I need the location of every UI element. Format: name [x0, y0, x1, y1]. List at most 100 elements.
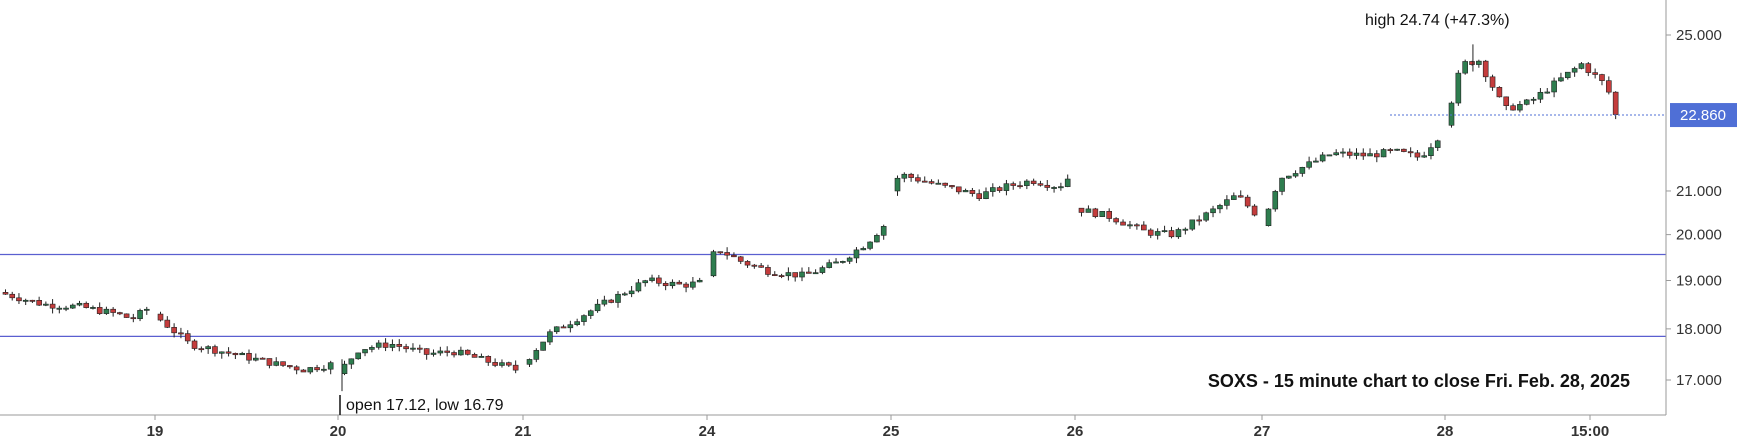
candle-body — [1571, 68, 1578, 73]
candle — [253, 353, 259, 362]
candle — [690, 277, 696, 290]
candle-body — [928, 181, 935, 184]
candle — [1147, 228, 1154, 239]
candle — [1299, 166, 1306, 177]
candle-body — [1353, 152, 1360, 156]
candle-body — [1401, 148, 1407, 152]
y-tick-label: 25.000 — [1676, 27, 1722, 44]
candle — [1476, 59, 1482, 68]
candle-body — [369, 347, 375, 350]
candle-body — [1346, 151, 1353, 156]
candle-body — [1224, 199, 1230, 206]
last-price-tag-text: 22.860 — [1680, 107, 1726, 124]
candle — [1551, 77, 1557, 98]
candle — [1537, 88, 1544, 103]
candle — [724, 247, 730, 260]
candle-body — [1064, 178, 1071, 187]
last-price-tag: 22.860 — [1670, 103, 1737, 128]
candle — [430, 349, 437, 357]
candle — [1210, 205, 1216, 218]
candle — [2, 289, 9, 295]
candle — [1231, 192, 1237, 200]
candle — [49, 299, 56, 314]
candle — [1175, 227, 1182, 239]
candle — [935, 179, 942, 185]
candle-body — [246, 352, 252, 361]
candle-body — [1374, 153, 1380, 158]
candle — [983, 187, 989, 200]
candle-body — [110, 308, 116, 313]
candle-body — [867, 241, 873, 249]
candle — [1078, 207, 1085, 217]
y-tick-label: 20.000 — [1676, 227, 1722, 244]
candle-body — [1606, 80, 1612, 93]
x-tick-label: 15:00 — [1571, 423, 1609, 440]
candle-body — [526, 359, 533, 365]
candle-body — [191, 340, 198, 349]
candle-body — [724, 252, 730, 256]
candle — [1326, 154, 1333, 157]
candle-body — [1092, 208, 1099, 217]
candle-body — [628, 290, 635, 295]
x-tick-label: 24 — [699, 423, 716, 440]
candle-body — [471, 354, 478, 358]
candle-body — [348, 358, 355, 365]
candle — [921, 176, 928, 183]
candle-body — [1496, 87, 1503, 98]
candle-body — [444, 350, 450, 353]
candle — [628, 286, 635, 298]
candle — [287, 365, 293, 369]
y-axis-ticks: 17.000 18.000 19.000 20.000 21.000 25.000 — [1666, 27, 1722, 389]
candle-body — [430, 352, 437, 355]
candle — [1306, 156, 1312, 170]
candle — [110, 307, 116, 317]
candle — [1217, 203, 1223, 214]
candle — [293, 365, 300, 375]
chart-title: SOXS - 15 minute chart to close Fri. Feb… — [1208, 371, 1630, 391]
candle-body — [1120, 221, 1126, 226]
candle-body — [1564, 71, 1571, 79]
candle-body — [969, 190, 976, 194]
candle — [1571, 66, 1578, 77]
candle — [22, 298, 29, 306]
candle-body — [615, 293, 621, 303]
candle-body — [642, 280, 649, 284]
candle-body — [1030, 180, 1037, 184]
candle-body — [63, 307, 69, 310]
candle-body — [1210, 208, 1216, 214]
candle-body — [983, 191, 989, 200]
candle-body — [1044, 184, 1051, 188]
candle — [1585, 62, 1592, 77]
candle — [846, 256, 853, 265]
candle — [273, 357, 280, 367]
candle — [1168, 226, 1175, 239]
candle — [901, 172, 908, 183]
x-tick-label: 25 — [883, 423, 900, 440]
candle-body — [375, 342, 382, 348]
candle — [1182, 227, 1189, 235]
candle — [1092, 207, 1099, 219]
candle-body — [601, 299, 608, 305]
candle-body — [485, 356, 492, 363]
candle-body — [935, 182, 942, 185]
candle-body — [1428, 147, 1434, 157]
candle — [1482, 59, 1489, 82]
candle — [1414, 149, 1421, 161]
candle-body — [1010, 183, 1017, 186]
candle-body — [327, 362, 334, 370]
candle — [812, 269, 819, 275]
candle — [908, 172, 914, 182]
candle — [471, 352, 478, 358]
candle — [1374, 150, 1380, 163]
candle — [1134, 223, 1140, 230]
candle — [117, 311, 123, 316]
candle — [1421, 151, 1427, 158]
candle-body — [1462, 61, 1468, 74]
candle — [710, 249, 717, 278]
candle-body — [1231, 195, 1237, 200]
candle — [1224, 195, 1230, 210]
candle — [375, 340, 382, 350]
candle — [1510, 103, 1516, 111]
candle-body — [894, 177, 901, 192]
candle-body — [1360, 152, 1367, 157]
